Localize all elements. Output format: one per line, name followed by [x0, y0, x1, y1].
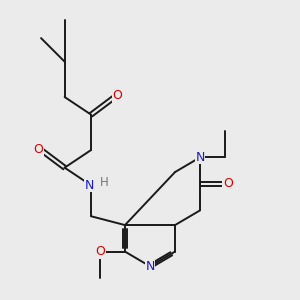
Text: O: O [113, 89, 122, 102]
Text: N: N [195, 151, 205, 164]
Text: N: N [145, 260, 155, 273]
Text: O: O [95, 245, 105, 258]
Text: O: O [223, 177, 233, 190]
Text: N: N [85, 179, 94, 192]
Text: H: H [100, 176, 109, 189]
Text: O: O [33, 143, 43, 157]
